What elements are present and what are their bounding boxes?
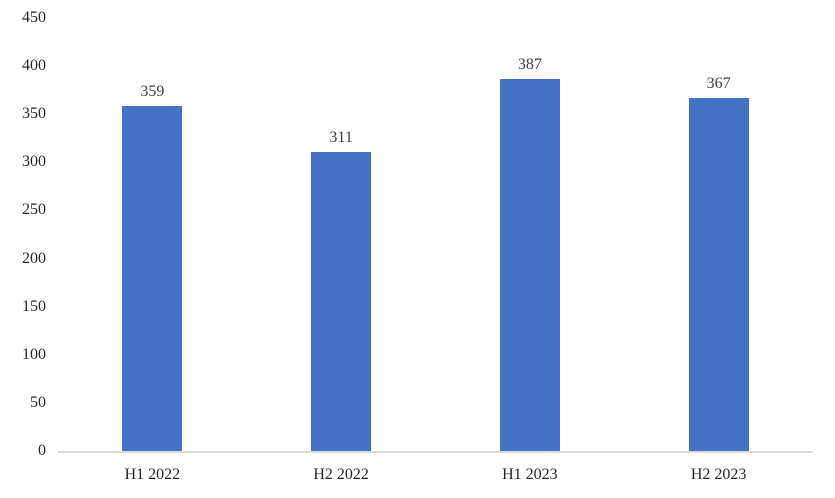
y-tick-label: 0 bbox=[38, 442, 46, 459]
x-tick-label: H1 2022 bbox=[124, 466, 181, 483]
data-label: 367 bbox=[706, 74, 731, 92]
y-tick-label: 100 bbox=[22, 345, 46, 363]
bar-h1-2022 bbox=[122, 105, 183, 451]
y-tick-label: 400 bbox=[22, 57, 46, 75]
data-label: 387 bbox=[517, 55, 542, 73]
x-tick-label: H1 2023 bbox=[502, 466, 558, 483]
x-tick-label: H2 2022 bbox=[313, 466, 369, 483]
bar-h2-2023 bbox=[688, 97, 749, 451]
y-tick-label: 300 bbox=[22, 153, 46, 171]
data-label: 311 bbox=[329, 128, 353, 146]
y-tick-label: 200 bbox=[22, 249, 46, 267]
y-tick-label: 250 bbox=[22, 201, 46, 219]
y-tick-label: 150 bbox=[22, 297, 46, 315]
bar-h1-2023 bbox=[499, 78, 560, 451]
bar-h2-2022 bbox=[311, 151, 372, 451]
y-tick-label: 450 bbox=[22, 9, 46, 26]
x-tick-label: H2 2023 bbox=[690, 466, 747, 483]
y-tick-label: 50 bbox=[30, 393, 46, 411]
y-tick-label: 350 bbox=[22, 105, 46, 123]
data-label: 359 bbox=[140, 82, 165, 100]
x-axis-line bbox=[58, 451, 813, 453]
